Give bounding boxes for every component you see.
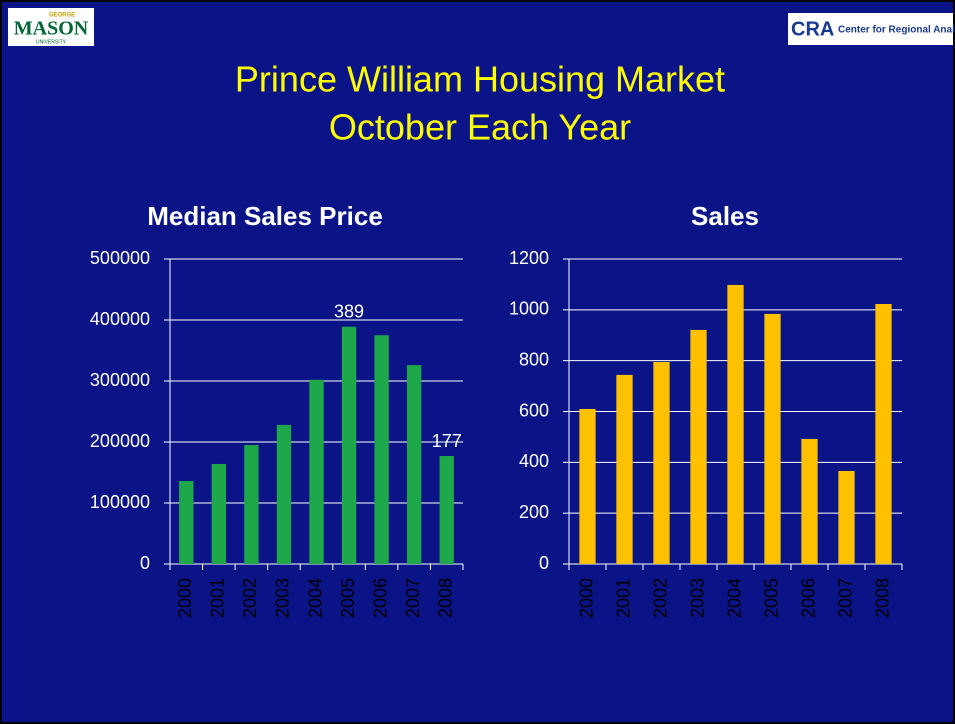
x-tick-label: 2002	[240, 578, 260, 618]
x-tick-label: 2006	[798, 578, 818, 618]
bar	[690, 329, 707, 564]
bar	[727, 284, 744, 564]
logo-text: UNIVERSITY	[36, 39, 67, 45]
y-tick-label: 400	[519, 451, 549, 471]
logo-text: GEORGE	[49, 13, 75, 19]
bar	[653, 361, 670, 564]
bar	[309, 379, 324, 564]
bar	[341, 326, 357, 564]
logo-right: CRA Center for Regional Analy	[788, 13, 955, 45]
y-tick-label: 1200	[509, 248, 549, 268]
chart-title: Sales	[691, 201, 759, 231]
slide-title: October Each Year	[329, 107, 631, 148]
bar	[439, 456, 454, 564]
y-tick-label: 400000	[90, 309, 150, 329]
x-tick-label: 2008	[872, 578, 892, 618]
x-tick-label: 2004	[724, 578, 744, 618]
x-tick-label: 2002	[650, 578, 670, 618]
logo-left: GEORGE MASON UNIVERSITY	[8, 8, 94, 46]
bar	[211, 463, 226, 564]
bar	[616, 374, 633, 564]
bar	[838, 470, 855, 564]
x-tick-label: 2000	[175, 578, 195, 618]
x-tick-label: 2008	[435, 578, 455, 618]
chart: Median Sales Price 0 100000 200000 300000 400…	[90, 201, 464, 618]
bar	[764, 313, 781, 564]
x-tick-label: 2001	[208, 578, 228, 618]
logo-text: Center for Regional Analy	[838, 25, 955, 36]
y-tick-label: 300000	[90, 370, 150, 390]
slide-title: Prince William Housing Market	[235, 59, 725, 100]
y-tick-label: 1000	[509, 299, 549, 319]
x-tick-label: 2004	[305, 578, 325, 618]
bar	[407, 365, 422, 564]
data-label: 177	[432, 431, 462, 451]
logo-text: CRA	[791, 18, 834, 40]
chart-title: Median Sales Price	[147, 201, 383, 231]
y-tick-label: 100000	[90, 492, 150, 512]
bar	[244, 445, 259, 564]
logo-box	[788, 13, 953, 45]
logo-text: MASON	[14, 18, 89, 40]
chart: Sales 0 200 400 600 800 1000 1200 2000 2001 2002 20…	[509, 201, 903, 618]
bar	[276, 424, 292, 564]
bar	[374, 335, 389, 564]
x-tick-label: 2007	[835, 578, 855, 618]
x-tick-label: 2001	[613, 578, 633, 618]
y-tick-label: 600	[519, 400, 549, 420]
x-tick-label: 2005	[338, 578, 358, 618]
y-tick-label: 200	[519, 502, 549, 522]
y-tick-label: 0	[539, 553, 549, 573]
x-tick-label: 2000	[576, 578, 596, 618]
logo-box	[8, 8, 94, 46]
bar	[179, 481, 194, 564]
bar	[579, 408, 596, 564]
x-tick-label: 2007	[403, 578, 423, 618]
bar	[801, 438, 818, 564]
y-tick-label: 200000	[90, 431, 150, 451]
x-tick-label: 2005	[761, 578, 781, 618]
y-tick-label: 800	[519, 349, 549, 369]
y-tick-label: 500000	[90, 248, 150, 268]
x-tick-label: 2003	[273, 578, 293, 618]
x-tick-label: 2006	[370, 578, 390, 618]
bar	[875, 303, 892, 564]
data-label: 389	[334, 301, 364, 321]
y-tick-label: 0	[140, 553, 150, 573]
x-tick-label: 2003	[687, 578, 707, 618]
